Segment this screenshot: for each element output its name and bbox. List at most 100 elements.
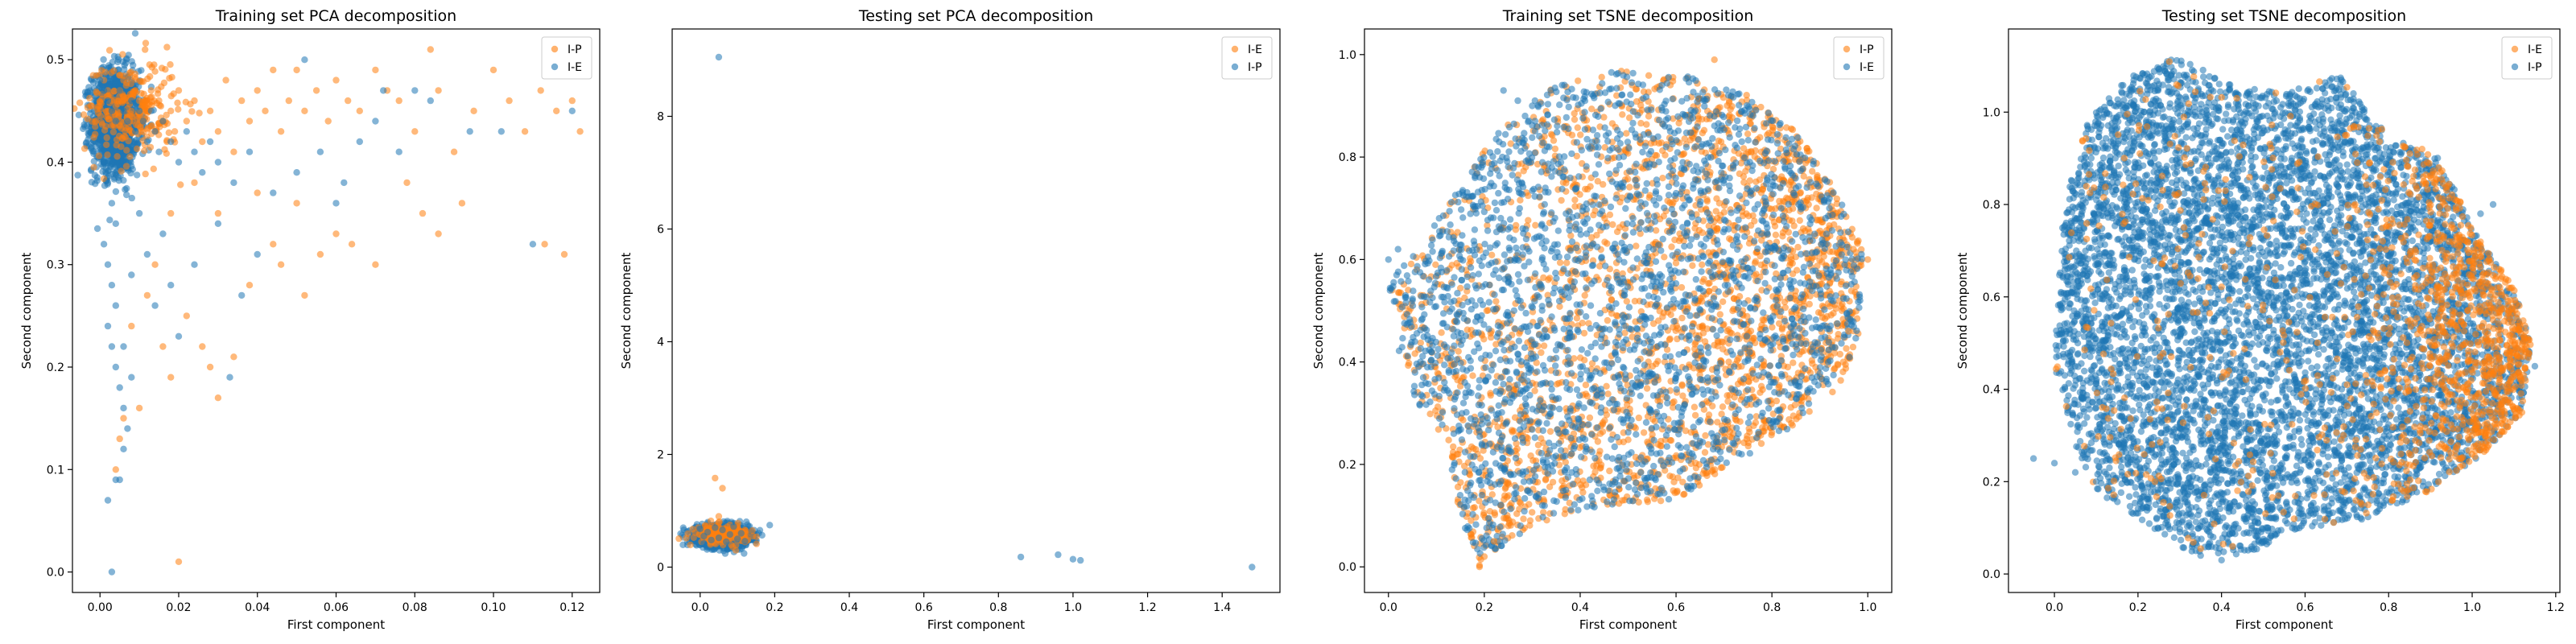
y-axis-label: Second component [619, 252, 634, 369]
scatter-point-i-e [112, 118, 119, 125]
scatter-point-i-p [1655, 317, 1662, 324]
scatter-point-i-p [316, 250, 324, 258]
scatter-point-i-p [1806, 408, 1813, 415]
scatter-point-i-p [458, 200, 466, 207]
scatter-point-i-e [139, 118, 147, 125]
scatter-point-i-p [151, 68, 159, 75]
scatter-point-i-p [105, 47, 114, 54]
scatter-point-i-e [131, 30, 139, 37]
x-tick-label: 1.2 [1138, 601, 1156, 614]
scatter-point-i-p [345, 97, 352, 105]
scatter-point-i-p [114, 109, 122, 116]
scatter-point-i-p [715, 53, 723, 61]
scatter-point-i-p [1017, 553, 1025, 561]
scatter-point-i-p [155, 97, 163, 105]
scatter-point-i-p [1679, 478, 1686, 485]
scatter-point-i-e [753, 540, 760, 547]
scatter-point-i-p [1419, 252, 1426, 259]
scatter-point-i-p [1657, 139, 1665, 147]
scatter-point-i-p [230, 148, 237, 155]
scatter-point-i-p [312, 87, 320, 94]
scatter-point-i-p [1573, 152, 1581, 160]
scatter-point-i-p [1643, 385, 1651, 392]
scatter-point-i-p [98, 95, 105, 103]
scatter-point-i-p [1593, 232, 1600, 239]
x-tick-label: 0.6 [915, 601, 933, 614]
scatter-point-i-e [91, 97, 98, 105]
scatter-point-i-p [1055, 551, 1062, 559]
legend-label: I-E [1248, 43, 1262, 56]
scatter-point-i-p [411, 128, 419, 135]
scatter-point-i-p [1467, 254, 1474, 262]
scatter-point-i-p [127, 68, 134, 76]
scatter-point-i-p [1574, 124, 1582, 131]
scatter-point-i-p [1544, 291, 1551, 299]
scatter-point-i-p [1494, 423, 1501, 431]
scatter-point-i-p [142, 46, 149, 53]
scatter-point-i-p [175, 87, 183, 94]
x-tick-label: 1.4 [1213, 601, 1231, 614]
scatter-point-i-e [214, 159, 222, 166]
scatter-point-i-p [348, 241, 356, 248]
scatter-point-i-p [1559, 179, 1567, 186]
scatter-point-i-p [1629, 333, 1636, 341]
scatter-point-i-p [1692, 464, 1700, 472]
scatter-point-i-p [1600, 114, 1608, 121]
scatter-point-i-p [254, 87, 261, 94]
scatter-point-i-e [90, 158, 98, 165]
scatter-point-i-e [112, 363, 119, 371]
scatter-point-i-p [1580, 329, 1588, 337]
x-tick-label: 0.06 [324, 601, 349, 614]
scatter-point-i-e [75, 111, 83, 118]
scatter-point-i-p [112, 466, 119, 473]
scatter-point-i-p [214, 394, 222, 402]
scatter-point-i-e [254, 250, 261, 258]
scatter-point-i-p [109, 128, 118, 136]
scatter-point-i-p [1829, 388, 1836, 396]
scatter-point-i-p [90, 134, 97, 141]
scatter-point-i-p [427, 46, 434, 53]
scatter-point-i-p [435, 87, 442, 94]
scatter-point-i-p [119, 51, 126, 58]
scatter-point-i-e [100, 56, 107, 64]
scatter-point-i-p [1619, 111, 1626, 118]
scatter-point-i-p [1725, 358, 1732, 365]
scatter-point-i-p [254, 189, 261, 196]
scatter-point-i-e [683, 535, 690, 542]
scatter-point-i-e [116, 87, 123, 94]
scatter-point-i-p [112, 102, 119, 109]
scatter-point-i-p [270, 66, 277, 74]
scatter-point-i-p [1847, 287, 1856, 295]
scatter-point-i-e [112, 476, 119, 484]
scatter-point-i-p [102, 122, 109, 130]
scatter-point-i-p [120, 76, 127, 84]
scatter-point-i-p [712, 524, 719, 531]
scatter-point-i-p [142, 39, 150, 47]
scatter-point-i-p [1651, 85, 1658, 93]
scatter-point-i-p [167, 107, 175, 114]
scatter-point-i-p [568, 97, 576, 105]
y-tick-label: 0.5 [47, 54, 64, 67]
scatter-point-i-p [726, 530, 733, 539]
scatter-point-i-e [100, 87, 108, 94]
scatter-point-i-p [222, 76, 229, 84]
scatter-point-i-p [167, 209, 175, 217]
scatter-point-i-p [1718, 411, 1725, 418]
scatter-point-i-p [214, 209, 222, 217]
x-tick-label: 0.00 [88, 601, 113, 614]
scatter-point-i-p [175, 105, 182, 113]
scatter-point-i-p [1645, 72, 1653, 80]
scatter-point-i-p [1631, 297, 1639, 305]
scatter-point-i-p [1653, 227, 1660, 234]
scatter-point-i-p [89, 102, 96, 110]
scatter-point-i-p [1683, 188, 1690, 196]
scatter-point-i-p [560, 250, 568, 258]
scatter-point-i-e [341, 179, 348, 187]
scatter-point-i-p [1606, 211, 1614, 218]
scatter-point-i-e [102, 164, 109, 172]
scatter-point-i-p [93, 89, 101, 97]
scatter-point-i-e [128, 194, 135, 202]
scatter-point-i-p [1457, 284, 1464, 292]
plot-frame [671, 28, 1281, 593]
scatter-point-i-e [568, 107, 576, 114]
